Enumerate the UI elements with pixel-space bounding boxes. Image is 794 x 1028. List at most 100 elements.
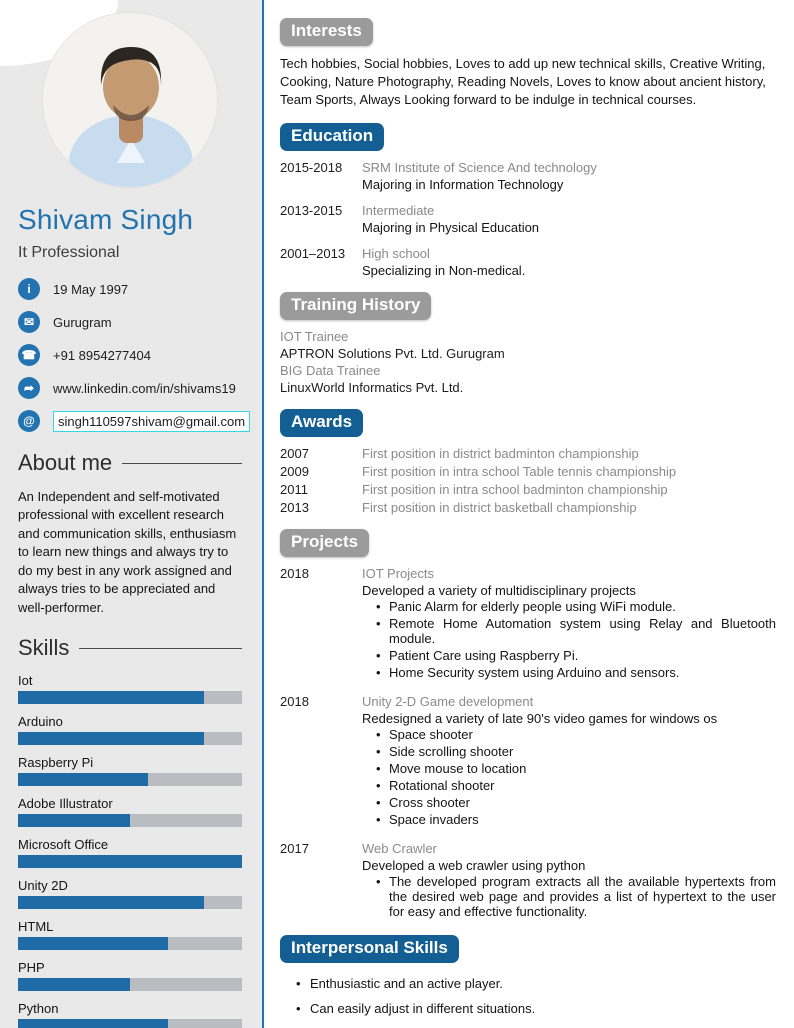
about-heading: About me [18, 450, 242, 476]
section-training-history: Training History IOT Trainee APTRON Soluti… [280, 291, 776, 395]
job-title: It Professional [18, 244, 120, 261]
project-title: IOT Projects [362, 565, 435, 581]
mail-icon: ✉ [18, 311, 40, 333]
skill-bar-fill [18, 896, 204, 910]
skill-item: Python [18, 1001, 242, 1028]
phone-icon: ☎ [18, 344, 40, 366]
skill-bar-fill [18, 732, 204, 746]
project-entry: 2018 IOT Projects Developed a variety of m… [280, 566, 776, 682]
skill-label: Python [18, 1001, 59, 1017]
info-icon: i [18, 278, 40, 300]
skill-item: Unity 2D [18, 878, 242, 910]
project-desc: Redesigned a variety of late 90's video … [362, 710, 718, 726]
project-entry: 2017 Web Crawler Developed a web crawler u… [280, 841, 776, 921]
skill-label: Iot [18, 673, 33, 689]
project-bullet: Panic Alarm for elderly people using WiF… [376, 599, 776, 614]
skill-label: Unity 2D [18, 878, 68, 894]
skill-label: Raspberry Pi [18, 755, 94, 771]
project-bullet: Rotational shooter [376, 778, 776, 793]
award-entry: 2013 First position in district basketbal… [280, 500, 776, 515]
contact-item: ✉ Gurugram [18, 311, 242, 333]
skill-item: Raspberry Pi [18, 755, 242, 787]
award-text: First position in intra school badminton… [362, 481, 668, 497]
avatar [43, 13, 217, 187]
contact-item: ➦ www.linkedin.com/in/shivams19 [18, 377, 242, 399]
section-badge-training-history: Training History [280, 291, 432, 320]
section-education: Education 2015-2018 SRM Institute of Scien… [280, 122, 776, 278]
skill-item: Arduino [18, 714, 242, 746]
timeline-entry: 2001–2013 High school Specializing in Non-… [280, 246, 776, 278]
skill-bar [18, 814, 242, 828]
section-projects: Projects 2018 IOT Projects Developed a vari… [280, 528, 776, 921]
section-badge-interests: Interests [280, 18, 373, 46]
text-line: LinuxWorld Informatics Pvt. Ltd. [280, 379, 464, 395]
contact-item: ☎ +91 8954277404 [18, 344, 242, 366]
skill-bar [18, 855, 242, 869]
section-interpersonal-skills: Interpersonal Skills Enthusiastic and an … [280, 934, 776, 1028]
timeline-entry: 2015-2018 SRM Institute of Science And te… [280, 160, 776, 192]
skill-bar [18, 1019, 242, 1028]
award-text: First position in intra school Table ten… [362, 463, 677, 479]
timeline-title: SRM Institute of Science And technology [362, 159, 597, 175]
section-interests: Interests Tech hobbies, Social hobbies, L… [280, 18, 776, 109]
timeline-subtitle: Specializing in Non-medical. [362, 262, 526, 278]
text-line: BIG Data Trainee [280, 362, 381, 378]
skill-label: Microsoft Office [18, 837, 109, 853]
project-bullet: Patient Care using Raspberry Pi. [376, 648, 776, 663]
skill-bar [18, 732, 242, 746]
project-bullets: The developed program extracts all the a… [376, 874, 776, 919]
share-icon: ➦ [18, 377, 40, 399]
text-line: IOT Trainee [280, 328, 349, 344]
award-entry: 2007 First position in district badminton… [280, 446, 776, 461]
skill-item: Adobe Illustrator [18, 796, 242, 828]
skill-label: Adobe Illustrator [18, 796, 113, 812]
bullet-list: Enthusiastic and an active player. Can ea… [296, 976, 776, 1028]
project-year: 2018 [280, 693, 309, 709]
bullet-item: Can easily adjust in different situation… [296, 1001, 776, 1016]
contact-text: +91 8954277404 [53, 347, 151, 363]
skill-label: Arduino [18, 714, 63, 730]
project-bullet: Home Security system using Arduino and s… [376, 665, 776, 680]
skills-list: Iot Arduino Raspberry Pi Adobe Illustrator M… [18, 673, 242, 1028]
contact-text[interactable]: www.linkedin.com/in/shivams19 [53, 380, 236, 396]
skill-item: PHP [18, 960, 242, 992]
project-year: 2018 [280, 565, 309, 581]
profile-photo [42, 12, 218, 188]
project-year: 2017 [280, 840, 309, 856]
contact-text[interactable]: singh110597shivam@gmail.com [53, 410, 251, 432]
bullet-item: Morally fit and well being for any envir… [296, 1026, 776, 1028]
skill-bar-fill [18, 978, 130, 992]
timeline-subtitle: Majoring in Information Technology [362, 176, 564, 192]
project-title: Unity 2-D Game development [362, 693, 534, 709]
timeline-title: Intermediate [362, 202, 435, 218]
about-text: An Independent and self-motivated profes… [18, 489, 237, 615]
award-entry: 2009 First position in intra school Table… [280, 464, 776, 479]
timeline-period: 2001–2013 [280, 245, 346, 261]
award-year: 2007 [280, 445, 309, 461]
skill-bar-fill [18, 691, 204, 705]
sidebar: Shivam Singh It Professional i 19 May 199… [0, 0, 262, 1028]
project-bullet: Space shooter [376, 727, 776, 742]
about-heading-label: About me [18, 450, 113, 475]
award-text: First position in district basketball ch… [362, 499, 637, 515]
person-name: Shivam Singh [18, 204, 194, 235]
timeline-title: High school [362, 245, 430, 261]
project-title: Web Crawler [362, 840, 437, 856]
skill-bar-fill [18, 773, 148, 787]
project-desc: Developed a variety of multidisciplinary… [362, 582, 636, 598]
section-awards: Awards 2007 First position in district bad… [280, 408, 776, 515]
award-text: First position in district badminton cha… [362, 445, 639, 461]
section-text: Tech hobbies, Social hobbies, Loves to a… [280, 56, 766, 107]
contact-item: @ singh110597shivam@gmail.com [18, 410, 251, 432]
project-bullet: The developed program extracts all the a… [376, 874, 776, 919]
project-bullet: Space invaders [376, 812, 776, 827]
skill-label: PHP [18, 960, 45, 976]
project-bullet: Remote Home Automation system using Rela… [376, 616, 776, 646]
award-year: 2009 [280, 463, 309, 479]
section-badge-interpersonal-skills: Interpersonal Skills [280, 934, 459, 963]
timeline-entry: 2013-2015 Intermediate Majoring in Physica… [280, 203, 776, 235]
bullet-item: Enthusiastic and an active player. [296, 976, 776, 991]
project-bullet: Move mouse to location [376, 761, 776, 776]
award-year: 2013 [280, 499, 309, 515]
project-bullet: Side scrolling shooter [376, 744, 776, 759]
